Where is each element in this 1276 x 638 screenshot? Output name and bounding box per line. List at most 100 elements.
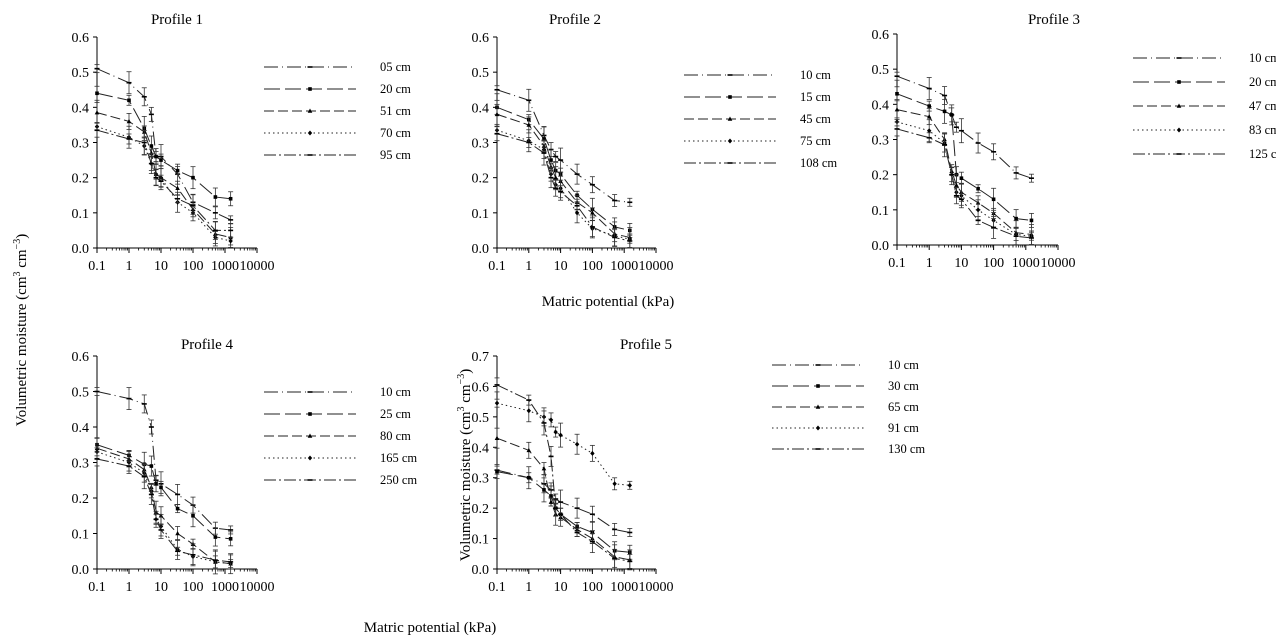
y-tick-label: 0.5: [472, 411, 490, 426]
legend-label: 80 cm: [380, 429, 411, 443]
data-point: [213, 195, 218, 199]
data-point: [894, 107, 900, 112]
legend-marker: [308, 412, 312, 416]
x-tick-label: 10000: [1041, 256, 1076, 271]
legend-label: 30 cm: [888, 379, 919, 393]
x-tick-label: 1: [126, 580, 133, 595]
series-line: [496, 437, 630, 561]
data-point: [154, 154, 158, 159]
data-point: [590, 450, 595, 456]
data-point: [1014, 216, 1018, 221]
profile-panel-4: Profile 4 0.0 0.1 0.2 0.3 0.4 0.5 0.6 0.1 1 10 100 1…: [72, 337, 418, 595]
series-line: [96, 68, 231, 221]
x-tick-label: 10: [954, 256, 968, 271]
series-line: [96, 129, 231, 231]
x-tick-label: 1: [525, 259, 532, 274]
data-point: [627, 482, 632, 488]
legend-label: 95 cm: [380, 148, 411, 162]
y-axis-title: Volumetric moisture (cm3 cm−3): [12, 234, 30, 426]
series-line: [96, 447, 231, 565]
panel-title: Profile 2: [549, 12, 601, 28]
x-tick-label: 100: [183, 259, 204, 274]
data-point: [558, 432, 563, 438]
y-tick-label: 0.1: [72, 528, 90, 543]
x-tick-label: 1: [126, 259, 133, 274]
legend-marker: [728, 95, 732, 99]
series-line: [896, 109, 1032, 235]
y-tick-label: 0.5: [472, 66, 490, 81]
data-point: [1029, 218, 1034, 223]
x-tick-label: 10: [154, 259, 168, 274]
series-line: [96, 458, 231, 563]
profile-panel-2: Profile 2 0.0 0.1 0.2 0.3 0.4 0.5 0.6 0.1 1 10 100 1…: [472, 12, 838, 274]
legend-marker: [308, 87, 312, 91]
x-tick-label: 1000: [610, 259, 638, 274]
x-tick-label: 0.1: [88, 580, 106, 595]
data-point: [548, 499, 554, 504]
series-5: [894, 121, 1034, 246]
legend-label: 10 cm: [380, 385, 411, 399]
y-tick-label: 0.2: [472, 502, 490, 517]
panel-title: Profile 5: [620, 337, 672, 353]
x-tick-label: 0.1: [88, 259, 106, 274]
legend-label: 20 cm: [380, 82, 411, 96]
y-tick-label: 0.4: [472, 101, 490, 116]
series-5: [94, 122, 234, 240]
y-tick-label: 0.5: [72, 66, 90, 81]
series-line: [496, 469, 630, 533]
series-line: [496, 89, 630, 203]
series-line: [96, 391, 231, 531]
data-point: [975, 207, 981, 213]
data-point: [175, 185, 180, 191]
series-4: [94, 447, 234, 569]
data-point: [213, 535, 218, 539]
profile5-y-axis-title: Volumetric moisture (cm3 cm−3): [456, 369, 474, 561]
x-axis-title-bottom: Matric potential (kPa): [364, 620, 496, 636]
profile-panel-1: Profile 1 0.0 0.1 0.2 0.3 0.4 0.5 0.6 0.1 1 10 100 1…: [72, 12, 412, 274]
series-line: [496, 129, 630, 240]
data-point: [590, 210, 595, 215]
legend-marker: [815, 425, 821, 431]
x-tick-label: 1: [926, 256, 933, 271]
data-point: [526, 408, 531, 414]
y-tick-label: 0.1: [472, 207, 490, 222]
y-tick-label: 0.0: [872, 239, 890, 254]
y-tick-label: 0.2: [872, 169, 890, 184]
legend-label: 130 cm: [888, 442, 925, 456]
y-tick-label: 0.4: [72, 421, 90, 436]
series-line: [896, 121, 1032, 237]
legend-marker: [307, 433, 313, 438]
data-point: [954, 182, 959, 188]
legend-label: 75 cm: [800, 134, 831, 148]
legend: 10 cm 30 cm 65 cm 91 cm 130 cm: [772, 358, 925, 456]
x-tick-label: 0.1: [488, 580, 506, 595]
x-tick-label: 1000: [211, 259, 239, 274]
y-tick-label: 0.2: [72, 172, 90, 187]
series-3: [494, 103, 633, 248]
legend-marker: [815, 404, 821, 409]
data-point: [549, 494, 553, 498]
series-1: [494, 465, 633, 537]
y-tick-label: 0.4: [72, 101, 90, 116]
legend-label: 10 cm: [888, 358, 919, 372]
x-tick-label: 1000: [211, 580, 239, 595]
legend-label: 70 cm: [380, 126, 411, 140]
y-tick-label: 0.3: [472, 472, 490, 487]
series-5: [94, 451, 234, 570]
y-tick-label: 0.6: [72, 31, 90, 46]
y-tick-label: 0.0: [472, 242, 490, 257]
data-point: [494, 435, 500, 440]
series-line: [496, 133, 630, 242]
y-tick-label: 0.6: [872, 28, 890, 43]
legend-marker: [307, 455, 313, 461]
series-2: [894, 86, 1034, 229]
series-3: [94, 437, 234, 575]
profile-panel-5: Profile 5 0.0 0.1 0.2 0.3 0.4 0.5 0.6 0.7 0.1 1 10 1…: [472, 337, 926, 595]
data-point: [159, 158, 163, 162]
series-2: [94, 85, 234, 207]
legend-label: 45 cm: [800, 112, 831, 126]
x-tick-label: 10: [554, 259, 568, 274]
series-5: [494, 377, 633, 569]
data-point: [494, 111, 500, 117]
x-tick-label: 1000: [610, 580, 638, 595]
